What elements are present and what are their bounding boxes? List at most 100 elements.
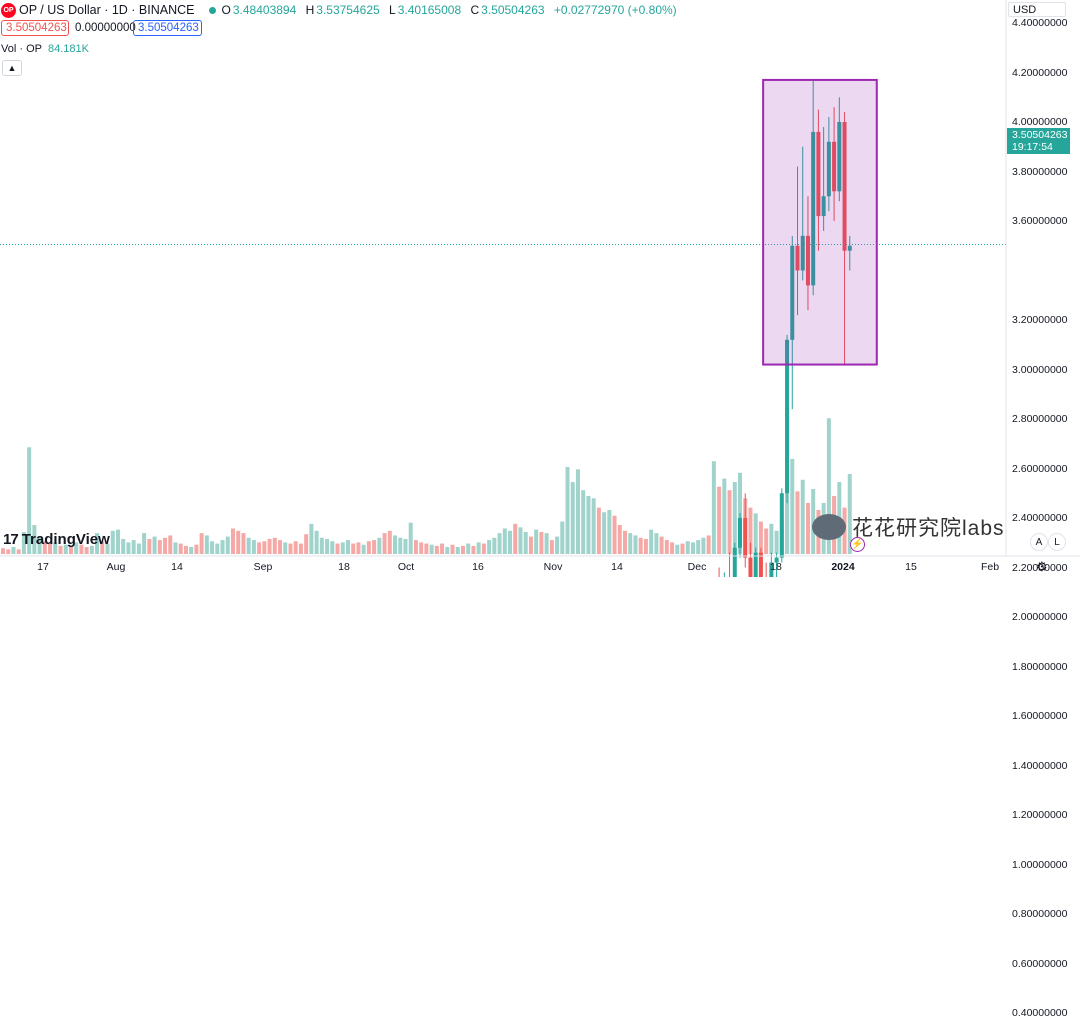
- volume-bar: [424, 543, 429, 554]
- price-tick-label: 0.80000000: [1012, 908, 1068, 920]
- candle-body: [842, 122, 847, 251]
- volume-bar: [210, 541, 215, 554]
- volume-bar: [518, 527, 523, 554]
- chevron-up-icon[interactable]: ▲: [2, 60, 22, 76]
- volume-bar: [487, 540, 492, 554]
- volume-bar: [805, 502, 810, 554]
- volume-bar: [283, 542, 288, 554]
- volume-bar: [126, 542, 131, 554]
- volume-bar: [764, 528, 769, 554]
- volume-bar: [612, 515, 617, 554]
- volume-bar: [387, 530, 392, 554]
- volume-bar: [178, 543, 183, 554]
- volume-bar: [539, 531, 544, 554]
- volume-bar: [314, 530, 319, 554]
- volume-bar: [189, 547, 194, 554]
- volume-bar: [675, 544, 680, 554]
- lightning-icon[interactable]: ⚡: [850, 537, 865, 552]
- tradingview-logo[interactable]: 17 TradingView: [3, 531, 110, 548]
- volume-label: Vol · OP: [1, 43, 42, 55]
- price-tick-label: 3.00000000: [1012, 363, 1068, 376]
- price-tick-label: 4.40000000: [1012, 17, 1068, 29]
- volume-bar: [534, 529, 539, 554]
- volume-bar: [163, 537, 168, 554]
- price-tick-label: 1.60000000: [1012, 710, 1068, 722]
- volume-bar: [32, 525, 37, 554]
- time-tick-label: 18: [770, 561, 782, 573]
- volume-bar: [398, 537, 403, 554]
- volume-bar: [847, 473, 852, 554]
- volume-bar: [690, 542, 695, 554]
- auto-scale-button[interactable]: A: [1030, 533, 1048, 551]
- candle-body: [821, 196, 826, 217]
- market-status-icon[interactable]: [208, 6, 216, 14]
- candle-body: [753, 552, 758, 577]
- volume-bar: [769, 523, 774, 554]
- volume-bar: [455, 547, 460, 554]
- volume-bar: [136, 543, 141, 554]
- price-tick-label: 1.40000000: [1012, 759, 1068, 772]
- time-tick-label: 16: [472, 561, 484, 573]
- volume-bar: [173, 542, 178, 554]
- sell-button[interactable]: 3.50504263: [1, 20, 69, 36]
- volume-bar: [53, 542, 58, 554]
- volume-bar: [351, 543, 356, 554]
- chart-canvas[interactable]: [0, 0, 1080, 577]
- volume-bar: [183, 545, 188, 554]
- wechat-icon: [812, 514, 846, 540]
- volume-bar: [37, 536, 42, 554]
- candle-body: [738, 518, 743, 548]
- volume-legend: Vol · OP 84.181K: [1, 43, 89, 55]
- volume-bar: [680, 543, 685, 554]
- price-tick-label: 2.80000000: [1012, 413, 1068, 425]
- volume-bar: [732, 482, 737, 554]
- candle-body: [832, 141, 837, 192]
- volume-bar: [408, 522, 413, 554]
- volume-bar: [79, 544, 84, 554]
- volume-bar: [670, 542, 675, 554]
- op-logo-icon: OP: [1, 2, 16, 18]
- volume-bar: [288, 543, 293, 554]
- candle-series: [718, 79, 852, 577]
- time-tick-label: Sep: [253, 561, 273, 573]
- log-scale-button[interactable]: L: [1048, 533, 1066, 551]
- volume-bar: [95, 533, 100, 554]
- candle-body: [779, 493, 784, 558]
- volume-bar: [21, 531, 26, 554]
- candle-body: [758, 552, 763, 577]
- gear-icon[interactable]: ⚙: [1036, 559, 1048, 574]
- time-tick-label: Nov: [543, 561, 563, 573]
- volume-bar: [110, 530, 115, 554]
- volume-bar: [393, 535, 398, 554]
- time-tick-label: 14: [611, 561, 623, 573]
- volume-bar: [466, 543, 471, 554]
- candle-body: [790, 245, 795, 340]
- volume-bar: [523, 531, 528, 554]
- watermark: 花花研究院labs: [812, 512, 1005, 542]
- volume-bar: [278, 540, 283, 554]
- volume-bar: [560, 521, 565, 554]
- volume-bar: [555, 536, 560, 554]
- change-value: +0.02772970 (+0.80%): [553, 3, 677, 17]
- price-tick-label: 4.00000000: [1012, 116, 1068, 128]
- volume-bar: [194, 544, 199, 554]
- candle-body: [748, 557, 753, 577]
- highlight-rectangle[interactable]: [762, 78, 878, 366]
- candle-body: [805, 235, 810, 286]
- price-tick-label: 0.40000000: [1012, 1007, 1068, 1019]
- buy-button[interactable]: 3.50504263: [133, 20, 202, 36]
- volume-bar: [711, 461, 716, 554]
- volume-bar: [63, 544, 68, 554]
- price-tick-label: 0.60000000: [1012, 957, 1068, 970]
- volume-bar: [664, 540, 669, 554]
- volume-bar: [382, 533, 387, 554]
- high-label: H: [305, 3, 315, 17]
- currency-selector[interactable]: USD: [1008, 2, 1066, 17]
- volume-bar: [84, 547, 89, 554]
- volume-bar: [272, 537, 277, 554]
- volume-bar: [246, 537, 251, 554]
- price-tick-label: 3.60000000: [1012, 215, 1068, 227]
- volume-bar: [413, 540, 418, 554]
- volume-bar: [100, 541, 105, 554]
- symbol-title[interactable]: OP / US Dollar · 1D · BINANCE: [19, 3, 195, 17]
